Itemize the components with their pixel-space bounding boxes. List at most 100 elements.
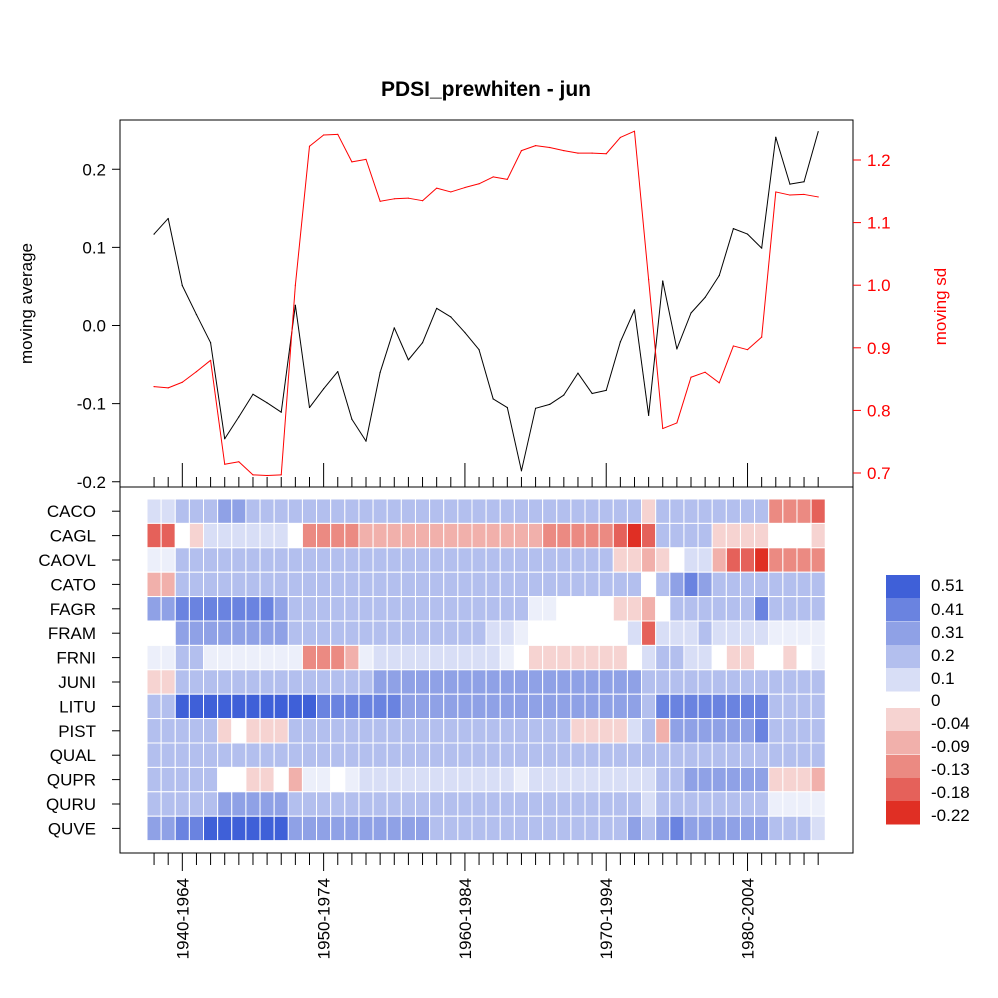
heatmap-cell [344, 644, 360, 671]
heatmap-cell [612, 815, 628, 842]
heatmap-cell [259, 644, 275, 671]
heatmap-cell [231, 644, 247, 671]
moving-sd-segment [337, 134, 353, 163]
moving-sd-segment [238, 461, 254, 476]
heatmap-cell [754, 498, 770, 524]
moving-sd-segment [803, 193, 819, 198]
heatmap-cell [344, 693, 360, 720]
heatmap-cell [358, 718, 374, 744]
moving-average-segment [181, 285, 197, 315]
heatmap-cell [641, 693, 657, 720]
heatmap-cell [528, 596, 544, 622]
heatmap-cell [273, 693, 289, 720]
heatmap-cell [570, 766, 586, 793]
heatmap-cell [429, 815, 445, 842]
heatmap-cell [429, 620, 445, 646]
heatmap-cell [655, 815, 671, 842]
heatmap-cell [259, 522, 275, 549]
moving-sd-segment [761, 191, 777, 338]
heatmap-cell [598, 766, 614, 793]
moving-average-segment [337, 371, 353, 420]
heatmap-cell [471, 596, 487, 622]
heatmap-cell [174, 766, 190, 793]
heatmap-cell [641, 644, 657, 671]
heatmap-cell [754, 522, 770, 549]
moving-average-point [195, 313, 198, 316]
x-axis-tick-label: 1950-1974 [315, 878, 334, 959]
moving-sd-segment [690, 371, 706, 378]
moving-sd-point [308, 145, 311, 147]
moving-average-segment [422, 308, 438, 343]
heatmap-cell [259, 620, 275, 646]
heatmap-cell [584, 596, 600, 622]
heatmap-cell [810, 498, 826, 524]
heatmap-cell [316, 693, 332, 720]
heatmap-cell [301, 693, 318, 720]
heatmap-cell [499, 596, 515, 622]
heatmap-cell [725, 620, 741, 646]
moving-average-point [746, 233, 749, 235]
heatmap-cell [372, 498, 388, 524]
heatmap-cell [231, 791, 247, 817]
heatmap-cell [372, 815, 388, 842]
heatmap-cell [146, 791, 162, 817]
heatmap-row-caovl [146, 547, 826, 573]
heatmap-cell [471, 522, 487, 549]
heatmap-cell [231, 522, 247, 549]
heatmap-cell [485, 791, 501, 817]
heatmap-cell [301, 498, 318, 524]
heatmap-cell [330, 693, 346, 720]
heatmap-cell [570, 693, 586, 720]
heatmap-cell [754, 620, 770, 646]
heatmap-cell [160, 644, 176, 671]
row-label: FRNI [56, 649, 96, 668]
heatmap-cell [768, 766, 784, 793]
heatmap-cell [316, 718, 332, 744]
heatmap-cell [344, 766, 360, 793]
heatmap-cell [245, 766, 261, 793]
heatmap-cell [697, 718, 713, 744]
heatmap-cell [429, 644, 445, 671]
heatmap-cell [782, 522, 798, 549]
heatmap-cell [626, 571, 643, 598]
heatmap-cell [344, 669, 360, 695]
heatmap-cell [725, 522, 741, 549]
heatmap-cell [499, 571, 515, 598]
legend-swatch [886, 731, 920, 755]
heatmap-cell [316, 644, 332, 671]
heatmap-row-quve [146, 815, 826, 842]
heatmap-cell [188, 693, 205, 720]
moving-sd-point [761, 336, 763, 338]
heatmap-cell [400, 718, 416, 744]
heatmap-cell [203, 766, 219, 793]
moving-average-point [605, 389, 607, 391]
heatmap-cell [330, 669, 346, 695]
moving-sd-point [605, 153, 607, 155]
legend-label: -0.09 [931, 737, 970, 756]
heatmap-cell [598, 669, 614, 695]
moving-sd-segment [633, 131, 650, 280]
heatmap-cell [330, 791, 346, 817]
heatmap-cell [669, 766, 685, 793]
heatmap-cell [457, 742, 473, 768]
heatmap-cell [414, 718, 431, 744]
legend-label: 0.2 [931, 646, 955, 665]
heatmap-cell [174, 669, 190, 695]
heatmap-cell [259, 791, 275, 817]
heatmap-cell [203, 669, 219, 695]
moving-average-segment [196, 314, 212, 343]
heatmap-cell [457, 620, 473, 646]
heatmap-cell [160, 522, 176, 549]
heatmap-cell [429, 766, 445, 793]
heatmap-cell [414, 498, 431, 524]
heatmap-cell [669, 571, 685, 598]
heatmap-cell [626, 815, 643, 842]
legend-swatch [886, 801, 920, 825]
heatmap-cell [160, 547, 176, 573]
heatmap-cell [513, 791, 530, 817]
left-axis-tick-label: 0.2 [82, 160, 106, 179]
heatmap-cell [542, 596, 558, 622]
heatmap-cell [754, 571, 770, 598]
moving-average-point [379, 371, 381, 373]
heatmap-cell [499, 693, 515, 720]
